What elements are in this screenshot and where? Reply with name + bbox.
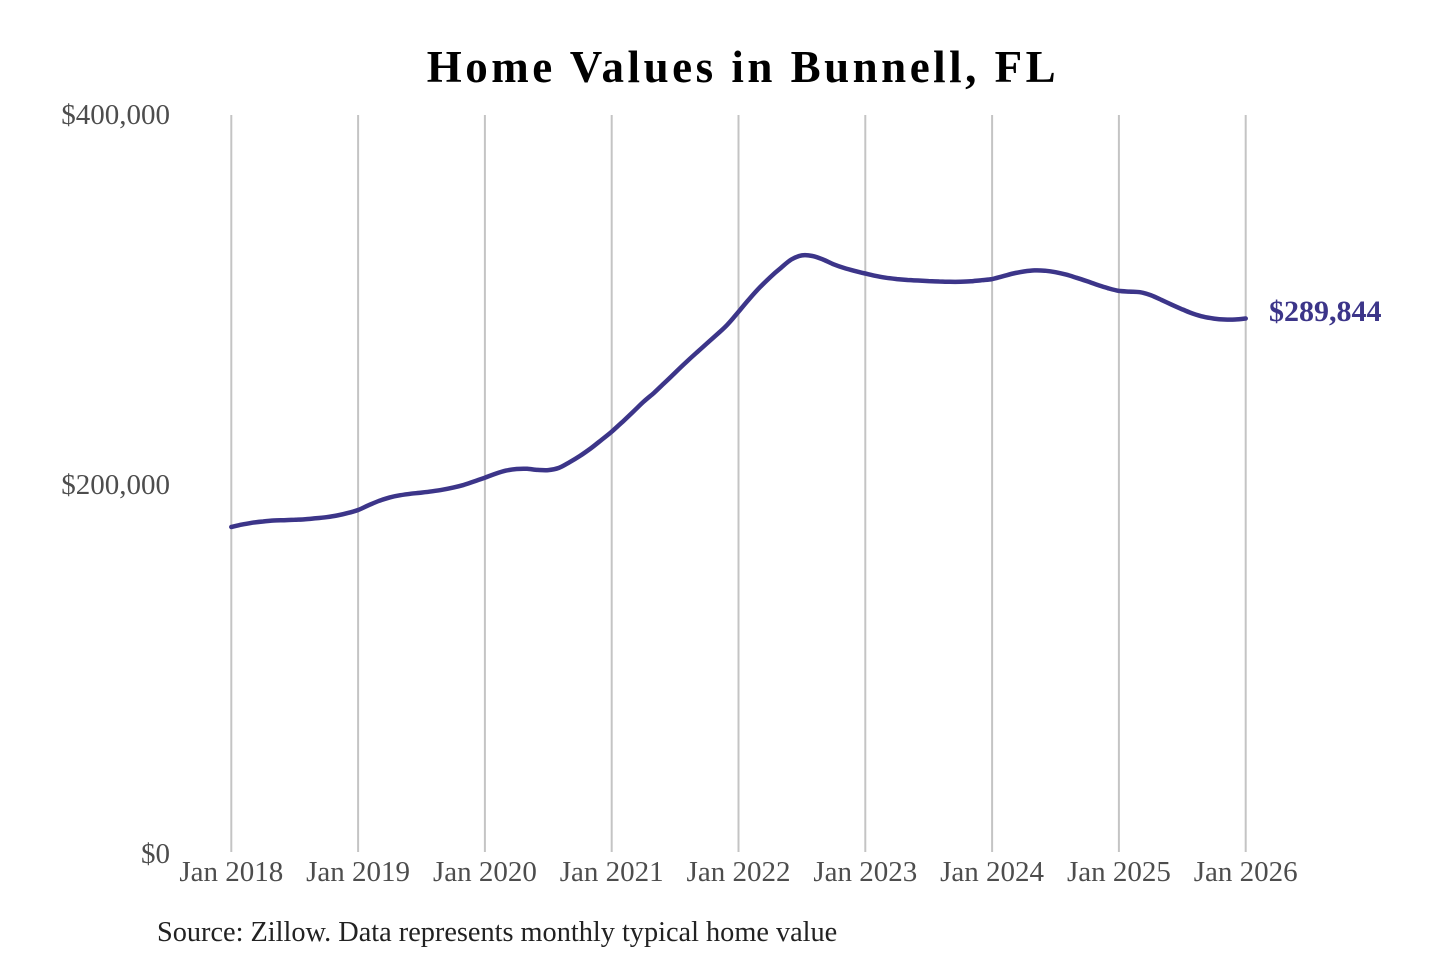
svg-text:Jan 2024: Jan 2024 (940, 856, 1044, 888)
svg-text:Jan 2021: Jan 2021 (560, 856, 664, 888)
svg-text:Jan 2025: Jan 2025 (1067, 856, 1171, 888)
svg-text:Source: Zillow. Data represent: Source: Zillow. Data represents monthly … (157, 917, 837, 948)
svg-text:Jan 2026: Jan 2026 (1194, 856, 1298, 888)
svg-text:Home Values in Bunnell, FL: Home Values in Bunnell, FL (427, 42, 1059, 92)
svg-text:$0: $0 (141, 838, 170, 870)
svg-text:Jan 2022: Jan 2022 (687, 856, 791, 888)
svg-text:$200,000: $200,000 (61, 469, 170, 501)
svg-text:Jan 2019: Jan 2019 (306, 856, 410, 888)
svg-text:$289,844: $289,844 (1269, 295, 1382, 328)
svg-text:Jan 2020: Jan 2020 (433, 856, 537, 888)
svg-text:Jan 2023: Jan 2023 (813, 856, 917, 888)
svg-text:Jan 2018: Jan 2018 (179, 856, 283, 888)
svg-text:$400,000: $400,000 (61, 99, 170, 131)
